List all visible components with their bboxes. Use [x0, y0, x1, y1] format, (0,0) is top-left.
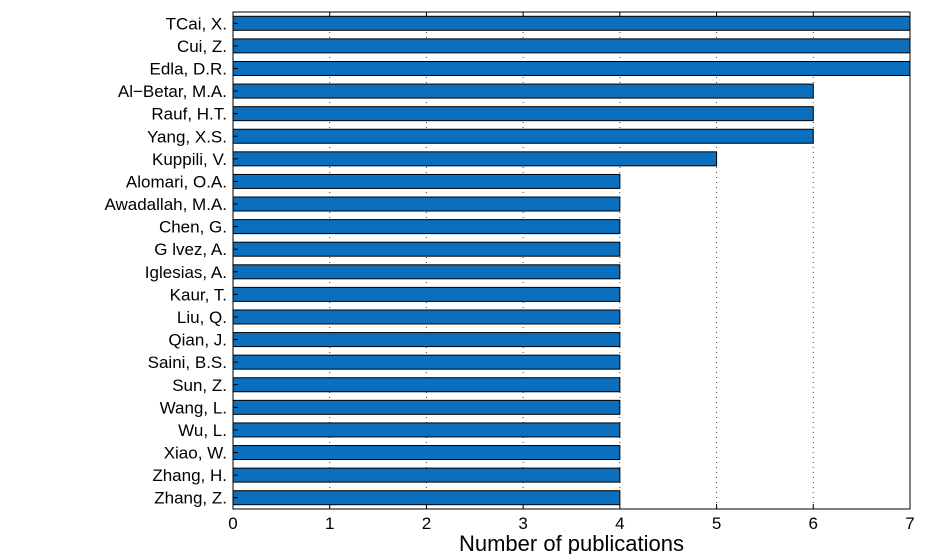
bar [232, 422, 621, 438]
category-label: Al−Betar, M.A. [118, 82, 227, 101]
bar [232, 128, 814, 144]
category-label: Zhang, H. [152, 466, 227, 485]
category-label: Xiao, W. [164, 444, 227, 463]
bar [232, 151, 718, 167]
bar [232, 173, 621, 189]
category-label: Iglesias, A. [145, 263, 227, 282]
x-tick-label: 2 [422, 514, 431, 533]
bars [232, 15, 911, 506]
category-label: Rauf, H.T. [151, 105, 227, 124]
bar [232, 377, 621, 393]
bar [232, 241, 621, 257]
bar [232, 60, 911, 76]
category-label: Qian, J. [168, 331, 227, 350]
bar [232, 467, 621, 483]
x-tick-label: 4 [615, 514, 624, 533]
category-label: Wu, L. [178, 421, 227, 440]
axis-ticks: 0 1 2 3 4 5 6 7 [228, 12, 915, 533]
bar [232, 196, 621, 212]
category-label: Sun, Z. [172, 376, 227, 395]
category-label: Zhang, Z. [154, 489, 227, 508]
bar [232, 38, 911, 54]
x-tick-label: 6 [809, 514, 818, 533]
bar [232, 15, 911, 31]
bar [232, 445, 621, 461]
bar [232, 399, 621, 415]
bar [232, 219, 621, 235]
category-labels: TCai, X. Cui, Z. Edla, D.R. Al−Betar, M.A. R… [104, 14, 227, 507]
category-label: Cui, Z. [177, 37, 227, 56]
x-tick-label: 3 [518, 514, 527, 533]
category-label: Kaur, T. [170, 285, 227, 304]
category-label: Liu, Q. [177, 308, 227, 327]
bar [232, 106, 814, 122]
x-tick-label: 7 [905, 514, 914, 533]
x-tick-label: 5 [712, 514, 721, 533]
category-label: Yang, X.S. [147, 127, 227, 146]
bar [232, 490, 621, 506]
x-axis-label: Number of publications [459, 531, 684, 554]
bar [232, 309, 621, 325]
bar [232, 264, 621, 280]
category-label: Wang, L. [160, 398, 227, 417]
category-label: Alomari, O.A. [126, 172, 227, 191]
x-tick-label: 1 [325, 514, 334, 533]
category-label: Kuppili, V. [152, 150, 227, 169]
bar [232, 332, 621, 348]
category-label: Chen, G. [159, 218, 227, 237]
category-label: Awadallah, M.A. [104, 195, 227, 214]
bar [232, 354, 621, 370]
x-tick-label: 0 [228, 514, 237, 533]
category-label: Edla, D.R. [150, 59, 227, 78]
category-label: Saini, B.S. [148, 353, 227, 372]
plot-frame [232, 11, 911, 510]
category-label: G lvez, A. [154, 240, 227, 259]
bar [232, 286, 621, 302]
bar [232, 83, 814, 99]
category-label: TCai, X. [166, 14, 227, 33]
